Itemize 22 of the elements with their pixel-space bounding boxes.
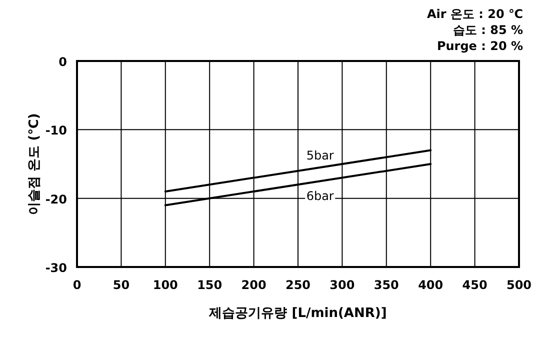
x-tick-label: 100	[152, 278, 178, 292]
x-tick-label: 200	[241, 278, 266, 292]
series-label: 6bar	[306, 189, 334, 204]
x-tick-label: 50	[112, 278, 130, 292]
text: Purge : 20 %	[436, 39, 523, 53]
series-label: 5bar	[306, 148, 334, 162]
x-tick-label: 150	[197, 278, 222, 292]
x-tick-label: 500	[506, 278, 532, 292]
y-tick-label: -30	[45, 261, 67, 275]
x-axis-title: 제습공기유량 [L/min(ANR)]	[208, 306, 387, 321]
x-tick-label: 450	[462, 278, 488, 292]
x-tick-label: 400	[418, 278, 444, 292]
text: 습도 : 85 %	[452, 23, 523, 37]
text: Air 온도 : 20 ℃	[426, 7, 523, 21]
x-tick-label: 250	[285, 278, 311, 292]
x-tick-label: 0	[72, 278, 82, 292]
y-tick-label: -20	[45, 192, 67, 206]
y-axis-title: 이슬점 온도 (℃)	[27, 113, 42, 215]
x-tick-label: 300	[330, 278, 355, 292]
y-tick-label: -10	[45, 124, 67, 138]
x-tick-label: 350	[374, 278, 399, 292]
y-tick-label: 0	[58, 55, 67, 69]
